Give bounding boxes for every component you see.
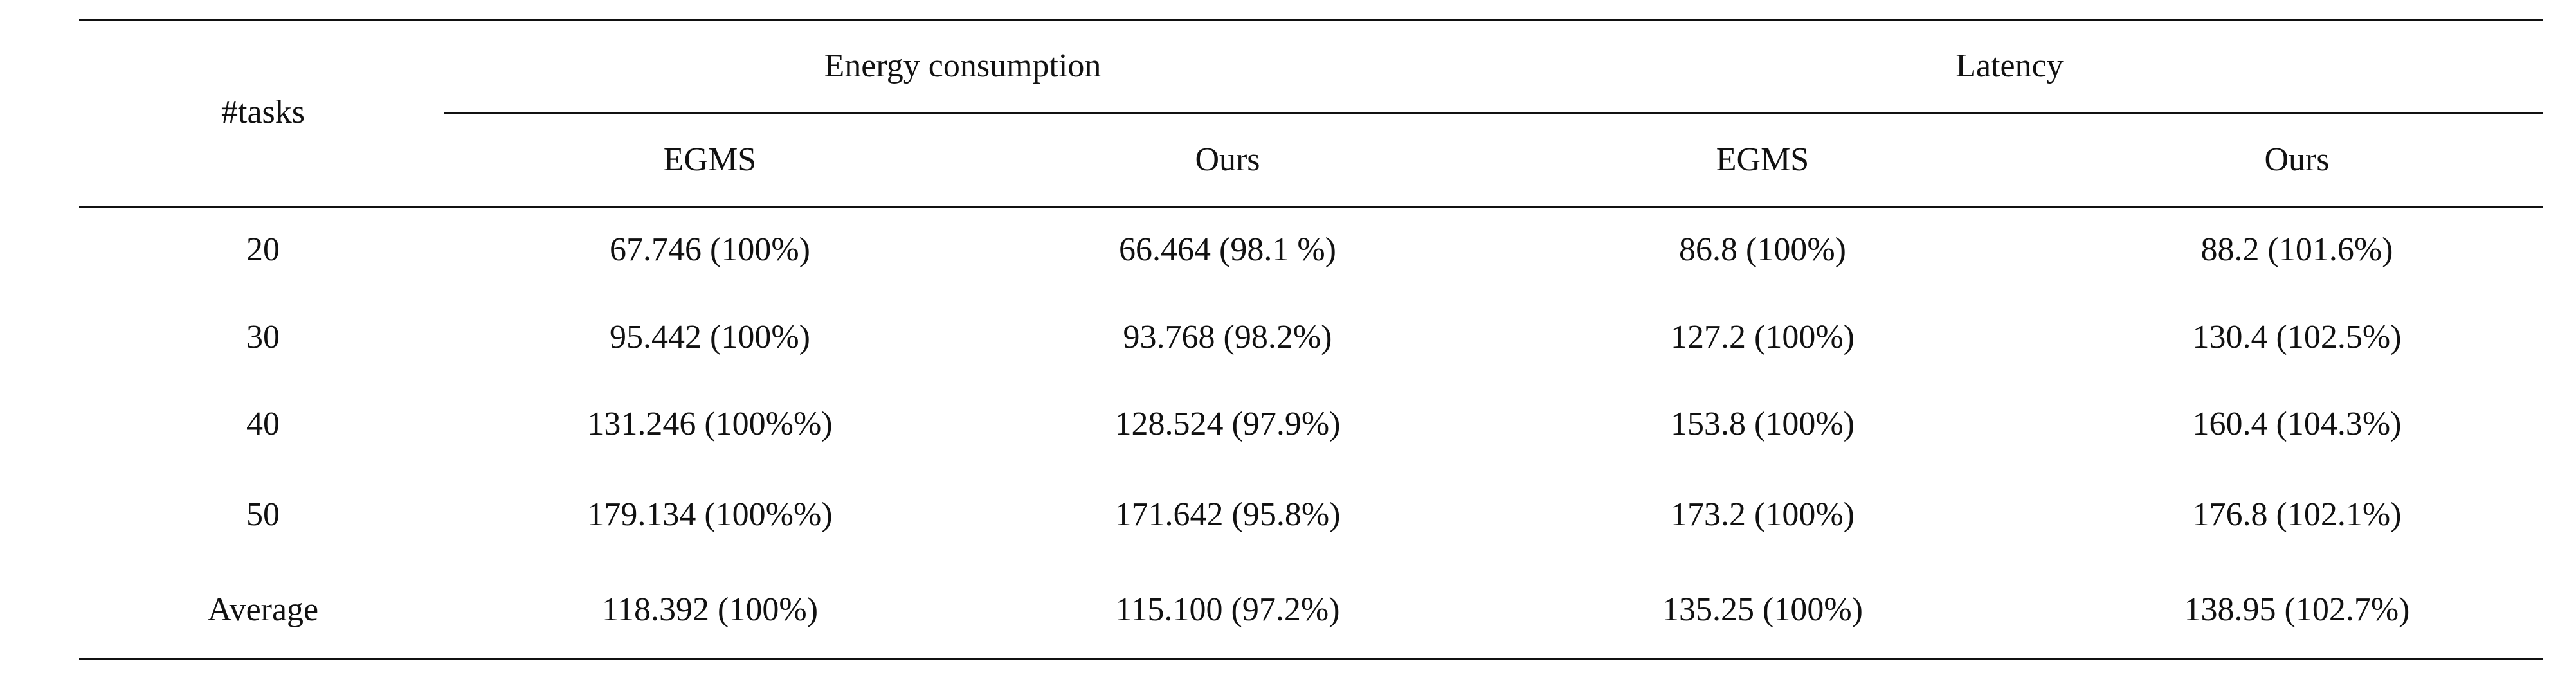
table-cell: 179.134 (100%%) [587,496,832,533]
group-header: Energy consumption [824,48,1102,84]
table-cell: 95.442 (100%) [610,319,810,355]
column-header: Ours [2264,141,2329,178]
column-header: EGMS [1716,141,1809,178]
table-cell: 93.768 (98.2%) [1123,319,1332,355]
row-header: #tasks [221,94,305,130]
table-cell: 86.8 (100%) [1679,231,1846,268]
table-cell: 130.4 (102.5%) [2193,319,2402,355]
table-cell: 50 [246,496,280,533]
table-cell: 88.2 (101.6%) [2201,231,2393,268]
table-cell: 138.95 (102.7%) [2184,591,2410,628]
table-cell: 160.4 (104.3%) [2193,406,2402,442]
table-cell: 171.642 (95.8%) [1115,496,1341,533]
table-cell: 40 [246,406,280,442]
table-cell: 118.392 (100%) [602,591,818,628]
table-cell: 153.8 (100%) [1671,406,1855,442]
table-cell: 66.464 (98.1 %) [1119,231,1336,268]
table-cell: 128.524 (97.9%) [1115,406,1341,442]
table-cell: 135.25 (100%) [1662,591,1863,628]
table-cell: 67.746 (100%) [610,231,810,268]
column-header: Ours [1195,141,1260,178]
table-cell: 115.100 (97.2%) [1115,591,1339,628]
table-cell: 131.246 (100%%) [587,406,832,442]
table-cell: 20 [246,231,280,268]
table-cell: 127.2 (100%) [1671,319,1855,355]
column-header: EGMS [664,141,756,178]
table-cell: Average [208,591,318,628]
group-header: Latency [1955,48,2063,84]
table-cell: 30 [246,319,280,355]
table-cell: 176.8 (102.1%) [2193,496,2402,533]
table-cell: 173.2 (100%) [1671,496,1855,533]
